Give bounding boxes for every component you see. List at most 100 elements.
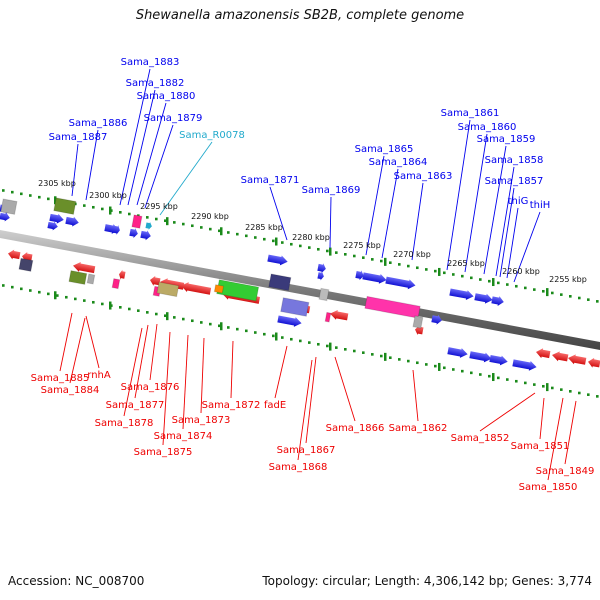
label-leader-line bbox=[144, 124, 174, 209]
gene-label: Sama_1875 bbox=[134, 447, 193, 458]
scale-tick-bottom bbox=[275, 332, 278, 341]
scale-dot bbox=[218, 324, 221, 328]
scale-dot bbox=[308, 341, 311, 344]
kbp-labels: 2305 kbp 2300 kbp 2295 kbp 2290 kbp 2285 kbp… bbox=[38, 179, 587, 284]
scale-dot bbox=[227, 326, 230, 329]
scale-dot bbox=[335, 251, 338, 254]
scale-dot bbox=[20, 287, 23, 291]
gene-label: Sama_1876 bbox=[121, 382, 180, 393]
forward-gene-arrow bbox=[140, 230, 151, 241]
gene-arrow-shape bbox=[469, 351, 492, 363]
scale-dot bbox=[65, 295, 68, 299]
gene-label: Sama_1862 bbox=[389, 423, 448, 434]
gene-label: Sama_1887 bbox=[49, 132, 108, 143]
reverse-gene-arrow bbox=[181, 282, 212, 295]
gene-label: Sama_1861 bbox=[441, 108, 500, 119]
gene-features bbox=[0, 197, 600, 371]
reverse-gene-arrow bbox=[415, 325, 424, 336]
map-title: Shewanella amazonensis SB2B, complete ge… bbox=[135, 8, 465, 23]
feature-box bbox=[268, 273, 292, 292]
gene-label: Sama_R0078 bbox=[179, 130, 245, 141]
feature-box bbox=[156, 281, 180, 298]
feature-box bbox=[131, 214, 143, 229]
scale-dot bbox=[200, 226, 203, 229]
scale-dot bbox=[29, 289, 32, 292]
gene-label: Sama_1849 bbox=[536, 466, 595, 477]
feature-box-shape bbox=[364, 295, 421, 319]
scale-dot bbox=[596, 300, 599, 303]
gene-arrow-shape bbox=[113, 224, 120, 235]
gene-arrow-shape bbox=[489, 355, 508, 366]
feature-box bbox=[53, 197, 77, 215]
gene-label: Sama_1886 bbox=[69, 118, 128, 129]
gene-arrow-shape bbox=[330, 309, 349, 321]
label-leader-line bbox=[134, 324, 149, 399]
kbp-label: 2280 kbp bbox=[292, 233, 330, 242]
scale-dot bbox=[353, 254, 356, 258]
scale-dot bbox=[317, 247, 320, 251]
label-leader-line bbox=[305, 356, 317, 444]
gene-label: thiG bbox=[508, 196, 529, 207]
gene-arrow-shape bbox=[119, 269, 126, 280]
scale-dot bbox=[335, 346, 338, 349]
gene-arrow-shape bbox=[512, 359, 537, 371]
scale-dot bbox=[74, 297, 77, 301]
label-leader-line bbox=[365, 155, 385, 256]
gene-label: Sama_1851 bbox=[511, 441, 570, 452]
forward-gene-arrow bbox=[385, 276, 416, 290]
scale-dot bbox=[380, 259, 383, 263]
scale-dot bbox=[173, 316, 176, 319]
feature-box bbox=[86, 273, 96, 285]
reverse-gene-arrow bbox=[588, 357, 600, 368]
feature-box-shape bbox=[280, 297, 310, 317]
scale-tick-top bbox=[438, 267, 441, 276]
gene-arrow-shape bbox=[317, 263, 326, 274]
label-leader-line bbox=[412, 369, 419, 422]
label-leader-line bbox=[59, 312, 73, 372]
label-leader-line bbox=[136, 102, 167, 206]
scale-dot bbox=[83, 204, 86, 207]
gene-label: Sama_1858 bbox=[485, 155, 544, 166]
scale-dot bbox=[245, 329, 248, 333]
scale-dot bbox=[29, 194, 32, 197]
forward-gene-arrow bbox=[65, 216, 79, 227]
feature-box bbox=[0, 198, 18, 215]
scale-tick-bottom bbox=[492, 373, 495, 382]
gene-label: Sama_1871 bbox=[241, 175, 300, 186]
scale-dot bbox=[2, 189, 5, 192]
gene-arrow-shape bbox=[181, 282, 212, 295]
kbp-label: 2285 kbp bbox=[245, 223, 283, 232]
scale-dot bbox=[20, 192, 23, 196]
scale-dot bbox=[272, 334, 275, 338]
scale-dot bbox=[92, 300, 95, 304]
scale-dot bbox=[209, 322, 212, 326]
gene-arrow-shape bbox=[73, 261, 96, 274]
gene-label: fadE bbox=[264, 400, 286, 411]
scale-dot bbox=[299, 244, 302, 248]
scale-tick-bottom bbox=[546, 383, 549, 392]
scale-dot bbox=[407, 359, 410, 363]
forward-gene-arrow bbox=[317, 263, 326, 274]
gene-arrow-shape bbox=[431, 314, 442, 325]
forward-gene-arrow bbox=[113, 224, 120, 235]
scale-dot bbox=[389, 356, 392, 360]
label-leader-line bbox=[274, 345, 288, 399]
gene-arrow-shape bbox=[150, 275, 161, 286]
gene-label: Sama_1864 bbox=[369, 157, 428, 168]
accession-text: Accession: NC_008700 bbox=[8, 574, 145, 588]
forward-gene-arrow bbox=[0, 212, 10, 222]
gene-arrow-shape bbox=[552, 351, 569, 362]
label-leader-line bbox=[479, 392, 536, 432]
feature-box-shape bbox=[111, 278, 121, 290]
scale-dot bbox=[2, 284, 5, 287]
reverse-gene-arrow bbox=[150, 275, 161, 286]
feature-box-shape bbox=[131, 214, 143, 229]
feature-box-shape bbox=[18, 257, 34, 272]
reverse-gene-arrow bbox=[568, 354, 587, 365]
scale-dot bbox=[137, 309, 140, 312]
label-leader-line bbox=[329, 196, 332, 249]
scale-dot bbox=[389, 261, 392, 265]
scale-dot bbox=[542, 384, 545, 388]
reverse-gene-arrow bbox=[536, 348, 551, 359]
gene-label: Sama_1865 bbox=[355, 144, 414, 155]
